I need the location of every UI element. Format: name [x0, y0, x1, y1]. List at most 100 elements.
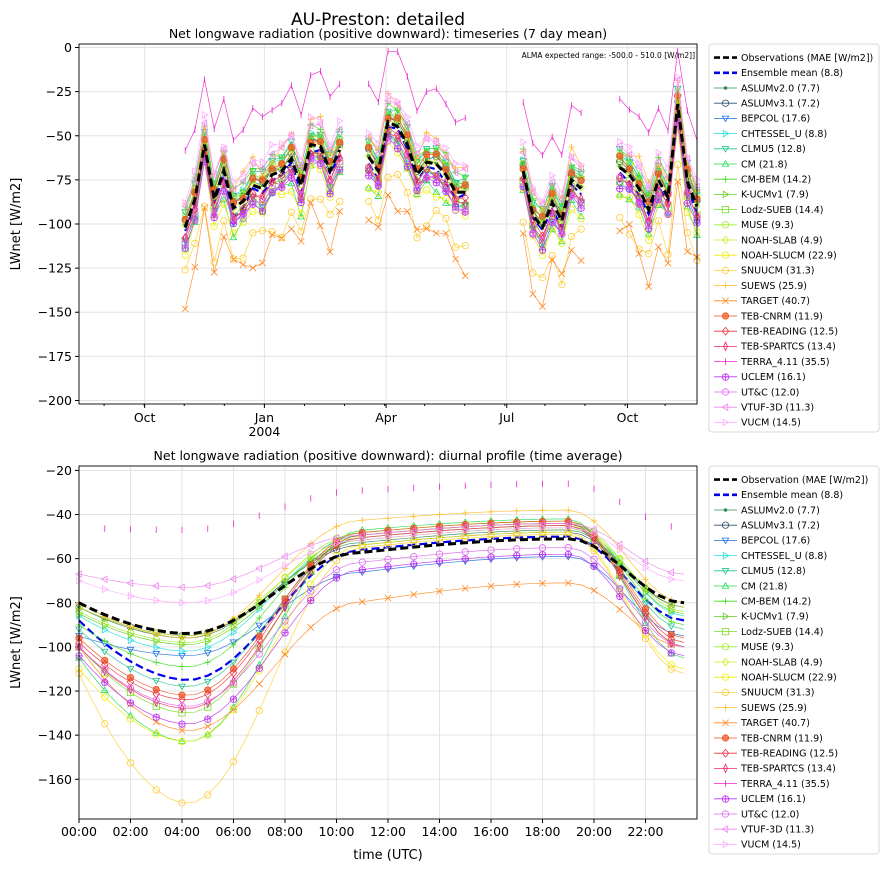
legend-entry: CHTESSEL_U (8.8): [741, 129, 827, 140]
x-axis-label: time (UTC): [353, 848, 422, 863]
data-point: [126, 684, 135, 692]
legend-entry: TARGET (40.7): [740, 296, 810, 307]
data-point: [327, 174, 333, 186]
data-point: [365, 197, 373, 206]
y-axis-label: LWnet [W/m2]: [9, 596, 24, 689]
legend-marker: [722, 282, 729, 289]
data-point: [565, 506, 572, 514]
data-point: [513, 531, 521, 539]
data-point: [654, 243, 662, 251]
data-point: [385, 533, 392, 542]
data-point: [519, 218, 527, 226]
legend-marker: [721, 373, 730, 381]
data-point: [513, 552, 521, 560]
data-point: [260, 190, 265, 201]
data-point: [412, 149, 420, 158]
data-point: [645, 236, 653, 244]
data-point: [126, 699, 135, 707]
data-point: [548, 252, 556, 260]
data-point: [590, 517, 598, 525]
data-point: [256, 592, 263, 599]
x-tick-label: 00:00: [61, 824, 97, 839]
data-point: [436, 511, 443, 518]
data-point: [384, 541, 392, 549]
legend-marker: [721, 825, 729, 834]
data-point: [359, 536, 367, 544]
data-point: [102, 585, 109, 594]
data-point: [126, 715, 135, 723]
data-point: [230, 256, 237, 264]
data-point: [538, 531, 547, 539]
data-point: [258, 259, 266, 267]
data-point: [615, 146, 624, 153]
y-tick-label: −100: [38, 639, 72, 654]
data-point: [101, 720, 109, 728]
y-tick-label: 0: [64, 40, 72, 55]
data-point: [567, 246, 575, 254]
data-point: [239, 254, 247, 262]
data-point: [423, 186, 431, 194]
data-point: [664, 259, 672, 267]
data-point: [654, 170, 662, 178]
data-point: [152, 677, 161, 685]
data-point: [76, 576, 83, 585]
data-point: [617, 137, 624, 146]
data-point: [75, 570, 82, 579]
data-point: [191, 239, 199, 247]
data-point: [326, 190, 334, 198]
data-point: [100, 686, 109, 694]
data-point: [308, 548, 315, 557]
series-path: [184, 159, 341, 244]
data-point: [667, 640, 675, 648]
data-point: [307, 199, 315, 207]
data-point: [281, 617, 289, 625]
data-point: [590, 525, 597, 534]
data-point: [432, 193, 440, 201]
legend-marker: [721, 388, 730, 396]
data-point: [333, 523, 340, 530]
data-point: [278, 183, 286, 191]
data-point: [654, 157, 662, 166]
x-tick-label: Oct: [134, 410, 156, 425]
data-point: [641, 618, 650, 626]
data-point: [635, 250, 643, 258]
legend-entry: UCLEM (16.1): [741, 372, 806, 383]
data-point: [366, 162, 372, 173]
legend-entry: SNUUCM (31.3): [741, 266, 814, 277]
data-point: [287, 225, 295, 233]
data-point: [442, 182, 450, 191]
legend-entry: ASLUMv2.0 (7.7): [741, 505, 820, 516]
data-point: [231, 675, 236, 686]
series-path: [619, 164, 698, 261]
data-point: [316, 195, 325, 203]
data-point: [240, 170, 248, 179]
data-point: [287, 188, 296, 196]
x-tick-label: 02:00: [112, 824, 148, 839]
series-line: [75, 550, 685, 728]
series-path: [78, 535, 685, 681]
data-point: [374, 223, 382, 231]
data-point: [548, 256, 556, 264]
data-point: [358, 558, 366, 566]
data-point: [625, 150, 633, 159]
data-point: [229, 215, 238, 223]
data-point: [520, 138, 528, 147]
data-point: [645, 250, 653, 258]
data-point: [538, 544, 547, 552]
data-point: [461, 206, 469, 215]
series-line: [75, 519, 685, 592]
legend-marker: [722, 297, 729, 305]
data-point: [432, 229, 440, 237]
series-path: [78, 518, 685, 742]
data-point: [127, 636, 135, 645]
data-point: [616, 554, 624, 564]
data-point: [316, 137, 325, 146]
legend-entry: MUSE (9.3): [741, 642, 794, 653]
y-tick-label: −20: [46, 463, 72, 478]
diurnal-panel: Net longwave radiation (positive downwar…: [9, 448, 880, 863]
data-point: [101, 678, 109, 687]
data-point: [636, 159, 644, 168]
data-point: [461, 548, 469, 556]
data-point: [101, 693, 109, 701]
data-point: [461, 522, 468, 531]
